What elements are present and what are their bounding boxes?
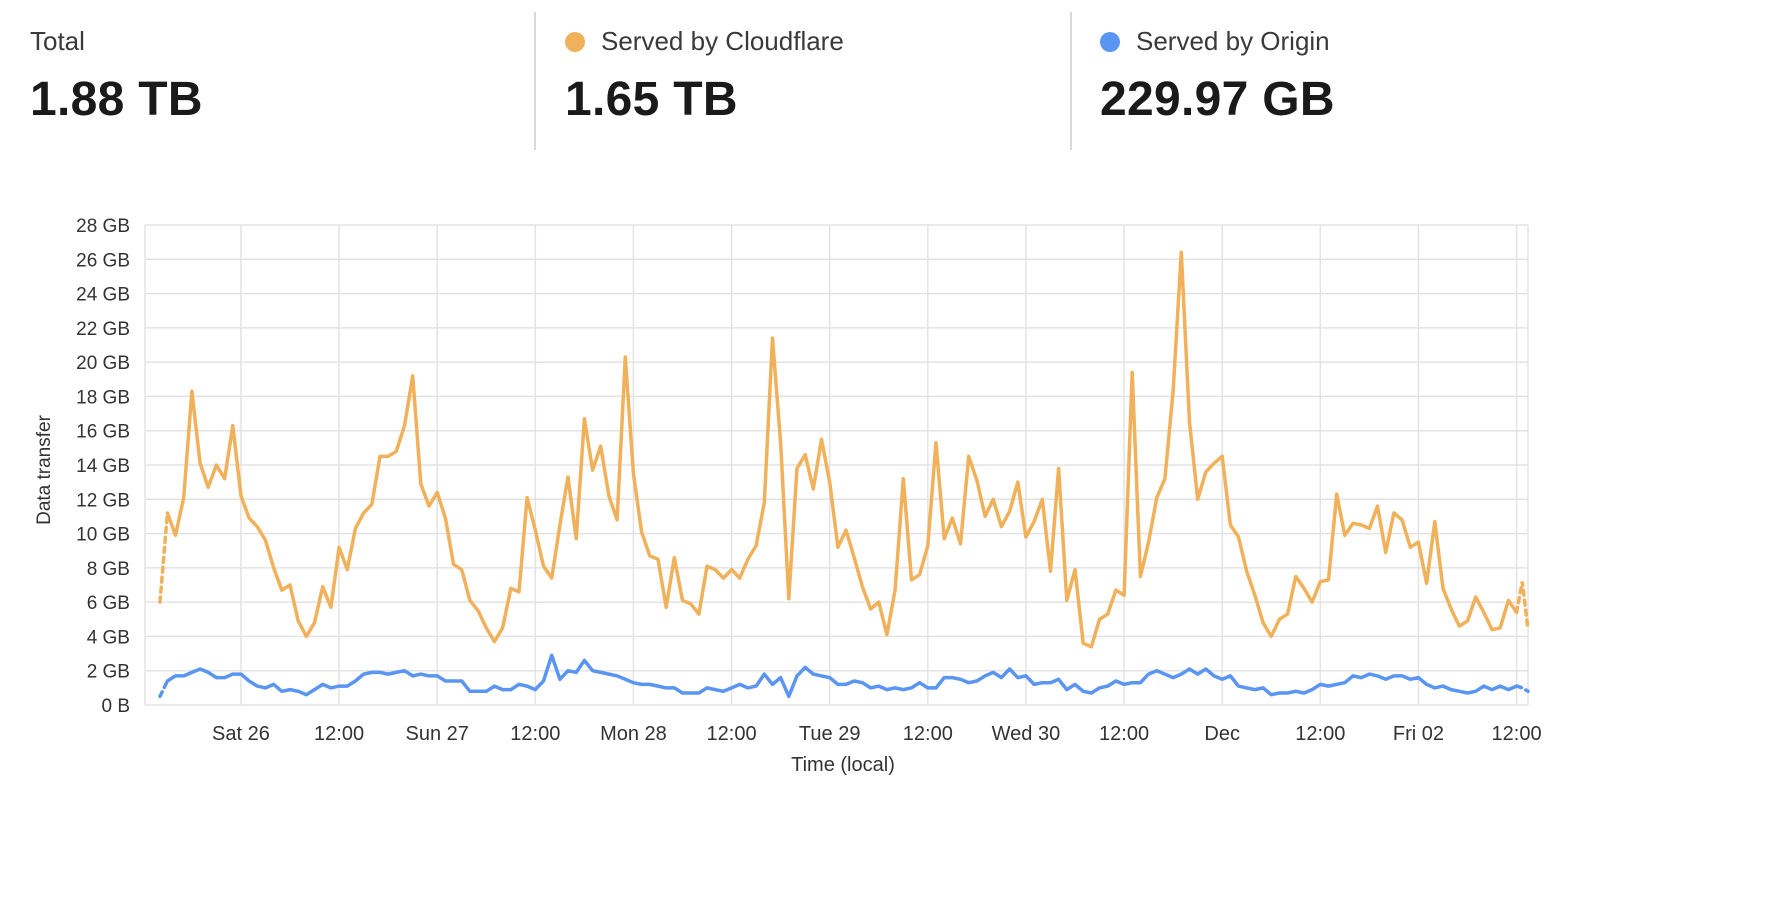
x-tick-label: Sat 26 (212, 723, 270, 745)
x-tick-label: Tue 29 (799, 723, 861, 745)
x-axis-label: Time (local) (791, 754, 895, 776)
series-line-start-dashed (158, 511, 170, 604)
x-tick-label: 12:00 (510, 723, 560, 745)
y-tick-label: 16 GB (76, 422, 130, 443)
stat-cloudflare: Served by Cloudflare 1.65 TB (565, 10, 1065, 150)
stat-origin-value: 229.97 GB (1100, 73, 1335, 126)
y-tick-label: 2 GB (87, 662, 130, 683)
x-tick-label: Mon 28 (600, 723, 667, 745)
series-line-end-dashed (1514, 581, 1530, 632)
origin-legend-dot (1100, 31, 1120, 52)
series-line-end-dashed (1514, 684, 1530, 694)
y-tick-label: 6 GB (87, 593, 130, 614)
series-line-start-dashed (158, 679, 170, 699)
stat-cloudflare-label: Served by Cloudflare (601, 26, 844, 56)
stat-cloudflare-value: 1.65 TB (565, 73, 738, 126)
stat-divider (1070, 12, 1072, 150)
x-axis-ticks: Sat 26 12:00 Sun 27 12:00 Mon 28 12:00 Tue 29 1… (212, 723, 1542, 745)
x-tick-label: Dec (1204, 723, 1240, 745)
y-tick-label: 24 GB (76, 285, 130, 306)
x-tick-label: 12:00 (707, 723, 757, 745)
y-tick-label: 20 GB (76, 353, 130, 374)
x-tick-label: 12:00 (1099, 723, 1149, 745)
stat-origin: Served by Origin 229.97 GB (1100, 10, 1600, 150)
data-transfer-chart: 0 B 2 GB 4 GB 6 GB 8 GB 10 GB 12 GB 14 GB 16 GB 1… (34, 216, 1542, 776)
x-tick-label: 12:00 (1295, 723, 1345, 745)
y-tick-label: 18 GB (76, 387, 130, 408)
x-tick-label: 12:00 (314, 723, 364, 745)
series-line (165, 653, 1519, 699)
y-tick-label: 12 GB (76, 490, 130, 511)
y-tick-label: 22 GB (76, 319, 130, 340)
cloudflare-series (158, 250, 1530, 649)
summary-stats: Total 1.88 TB Served by Cloudflare 1.65 … (0, 0, 1788, 160)
y-tick-label: 26 GB (76, 250, 130, 271)
cloudflare-legend-dot (565, 31, 585, 52)
stat-total-label: Total (30, 26, 85, 56)
y-tick-label: 4 GB (87, 627, 130, 648)
x-tick-label: Fri 02 (1393, 723, 1444, 745)
y-tick-label: 10 GB (76, 525, 130, 546)
y-tick-label: 0 B (101, 696, 130, 717)
x-tick-label: Sun 27 (406, 723, 469, 745)
origin-series (158, 653, 1530, 699)
x-tick-label: 12:00 (1492, 723, 1542, 745)
series-line (165, 250, 1519, 649)
x-tick-label: 12:00 (903, 723, 953, 745)
y-tick-label: 28 GB (76, 216, 130, 237)
y-axis-ticks: 0 B 2 GB 4 GB 6 GB 8 GB 10 GB 12 GB 14 GB 16 GB 1… (76, 216, 130, 717)
stat-total-value: 1.88 TB (30, 73, 203, 126)
stat-divider (534, 12, 536, 150)
stat-total: Total 1.88 TB (30, 10, 530, 150)
y-tick-label: 8 GB (87, 559, 130, 580)
x-tick-label: Wed 30 (992, 723, 1061, 745)
chart-series (158, 250, 1530, 699)
y-tick-label: 14 GB (76, 456, 130, 477)
y-axis-label: Data transfer (34, 414, 55, 524)
chart-grid (144, 224, 1529, 706)
stat-origin-label: Served by Origin (1136, 26, 1330, 56)
